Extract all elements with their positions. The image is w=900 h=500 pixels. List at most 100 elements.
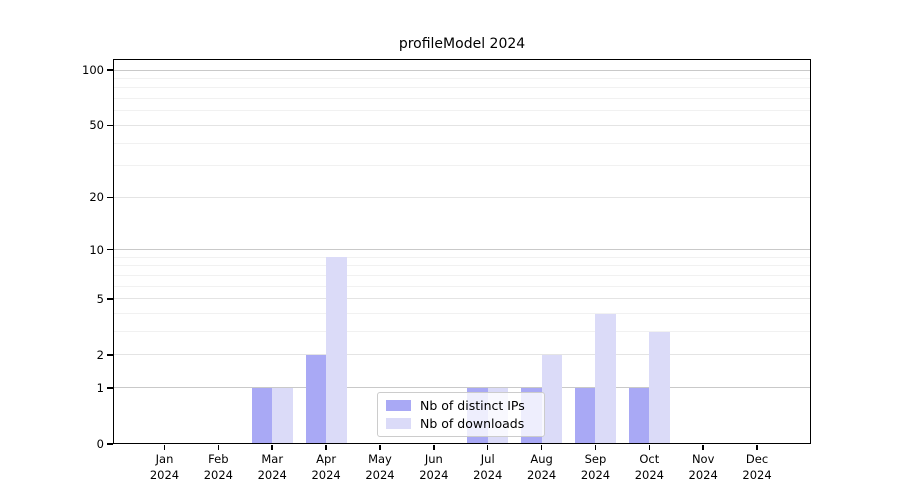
x-tick (648, 445, 651, 450)
x-tick-label-year: 2024 (149, 468, 180, 482)
gridline (113, 387, 811, 389)
gridline (113, 256, 811, 258)
y-tick (107, 69, 113, 71)
bar-downloads (649, 331, 670, 444)
x-tick-label: Oct 2024 (619, 451, 679, 483)
x-tick-label: Aug 2024 (512, 451, 572, 483)
y-tick-label: 20 (89, 190, 104, 205)
bar-downloads (272, 387, 293, 444)
plot-border (113, 59, 811, 444)
x-tick (540, 445, 543, 450)
y-tick (107, 196, 113, 199)
y-tick (107, 354, 113, 356)
chart-title: profileModel 2024 (398, 36, 526, 52)
x-tick-label-year: 2024 (419, 468, 449, 482)
y-tick-label: 10 (89, 242, 104, 257)
x-tick-label-year: 2024 (526, 468, 557, 482)
x-tick-label: Dec 2024 (727, 451, 787, 483)
x-tick-label-month: May (368, 452, 392, 466)
gridline (113, 265, 811, 267)
gridline (113, 69, 811, 71)
legend-item-downloads: Nb of downloads (386, 416, 536, 431)
bar-distinct-ips (305, 354, 327, 444)
x-tick-label-month: Apr (316, 452, 337, 466)
x-tick-label-year: 2024 (473, 468, 503, 482)
gridline (113, 285, 811, 287)
y-tick (107, 387, 113, 389)
x-tick-label: Apr 2024 (296, 451, 356, 483)
x-tick (433, 445, 435, 450)
x-tick-label: Jun 2024 (404, 451, 464, 483)
x-tick-label-month: Aug (530, 452, 553, 466)
gridline (113, 331, 811, 333)
x-tick-label: May 2024 (350, 451, 410, 483)
bar-distinct-ips (251, 387, 273, 444)
gridline (113, 354, 811, 356)
gridline (113, 298, 811, 300)
x-tick-label-year: 2024 (257, 468, 287, 482)
legend: Nb of distinct IPs Nb of downloads (377, 392, 545, 437)
gridline (113, 313, 811, 315)
gridline (113, 98, 811, 100)
legend-label-downloads: Nb of downloads (420, 416, 525, 431)
x-tick-label-month: Dec (745, 452, 769, 466)
gridline (113, 124, 811, 126)
x-tick-label-year: 2024 (203, 468, 233, 482)
x-tick-label: Feb 2024 (188, 451, 248, 483)
bar-downloads (541, 354, 563, 444)
x-tick-label-month: Nov (691, 452, 715, 466)
x-tick (756, 445, 758, 450)
gridline (113, 196, 811, 198)
y-tick (107, 298, 113, 300)
gridline (113, 142, 811, 144)
x-tick (163, 445, 166, 450)
x-tick-label: Sep 2024 (565, 451, 625, 483)
x-tick-label-month: Sep (584, 452, 607, 466)
x-tick-label-year: 2024 (742, 468, 772, 482)
x-tick-label: Jan 2024 (135, 451, 195, 483)
x-tick-label-month: Feb (208, 452, 229, 466)
x-tick-label: Jul 2024 (458, 451, 518, 483)
x-tick-label-year: 2024 (580, 468, 611, 482)
x-tick (379, 445, 381, 450)
y-tick (107, 443, 113, 445)
x-tick-label-month: Mar (261, 452, 284, 466)
x-tick-label-year: 2024 (688, 468, 718, 482)
y-tick-label: 5 (96, 291, 104, 306)
legend-swatch-distinct-ips (386, 400, 411, 411)
x-tick-label-month: Jan (155, 452, 174, 466)
x-tick (594, 445, 597, 450)
bar-downloads (595, 313, 616, 444)
y-tick-label: 1 (96, 380, 104, 395)
gridline (113, 165, 811, 167)
legend-item-distinct-ips: Nb of distinct IPs (386, 398, 536, 413)
bar-downloads (326, 257, 347, 444)
x-tick (271, 445, 273, 450)
x-tick-label-year: 2024 (311, 468, 341, 482)
y-tick-label: 2 (96, 347, 104, 362)
y-tick-label: 100 (82, 63, 104, 77)
x-tick-label: Nov 2024 (673, 451, 733, 483)
x-tick-label-month: Jun (424, 452, 443, 466)
x-tick-label-month: Jul (480, 452, 495, 466)
x-tick-label-month: Oct (639, 452, 660, 466)
x-tick (702, 445, 704, 450)
x-tick (486, 445, 489, 450)
x-tick (325, 445, 327, 450)
gridline (113, 77, 811, 79)
bar-distinct-ips (574, 387, 596, 444)
gridline (113, 249, 811, 251)
legend-swatch-downloads (386, 418, 411, 429)
bar-distinct-ips (628, 387, 650, 444)
x-tick-label-year: 2024 (365, 468, 395, 482)
gridline (113, 110, 811, 112)
x-tick (217, 445, 220, 450)
y-tick (107, 248, 113, 251)
x-tick-label-year: 2024 (634, 468, 664, 482)
y-tick-label: 0 (96, 437, 104, 451)
y-tick (107, 124, 113, 127)
x-tick-label: Mar 2024 (242, 451, 302, 483)
legend-label-distinct-ips: Nb of distinct IPs (420, 398, 525, 413)
gridline (113, 274, 811, 276)
